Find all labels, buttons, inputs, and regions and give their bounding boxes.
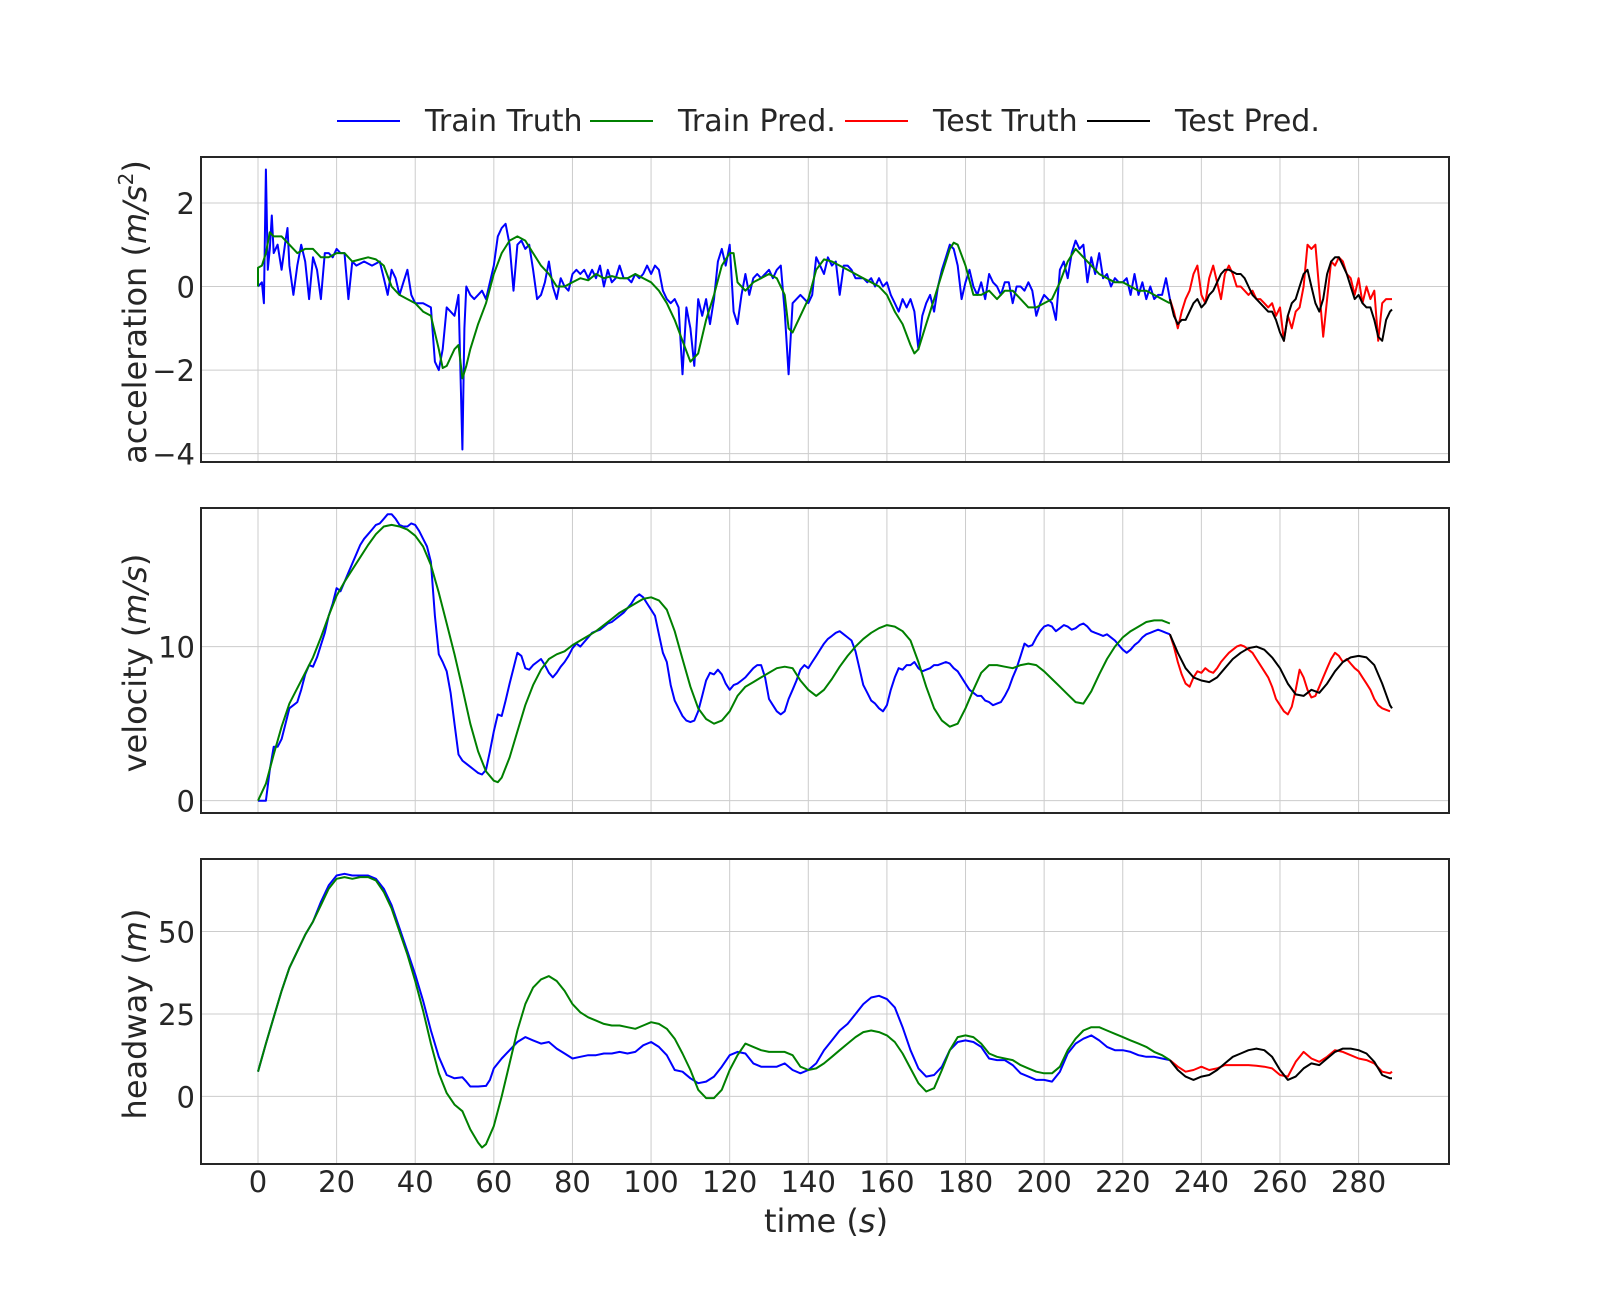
acceleration-test-pred-line	[1168, 256, 1393, 342]
x-tick-label: 80	[554, 1165, 591, 1199]
acceleration-ytick-label: 0	[177, 271, 195, 305]
headway-panel: 50 25 0	[158, 858, 1450, 1165]
legend-label-test-pred: Test Pred.	[1174, 104, 1320, 139]
acceleration-test-truth-line	[1168, 243, 1392, 342]
velocity-train-truth-line	[258, 513, 1171, 802]
x-tick-label: 260	[1252, 1165, 1307, 1199]
x-axis: 0 20 40 60 80 100 120 140 160 180 200 220 240 260 280	[249, 1165, 1387, 1199]
velocity-ytick-label: 10	[158, 631, 195, 665]
velocity-ylabel: velocity (m/s)	[116, 554, 154, 773]
acceleration-frame	[200, 156, 1450, 463]
headway-ytick-label: 0	[177, 1080, 195, 1114]
x-tick-label: 120	[702, 1165, 757, 1199]
velocity-plot-area	[201, 508, 1449, 813]
headway-ytick-label: 50	[158, 916, 195, 950]
acceleration-ytick-label: −2	[152, 354, 195, 388]
acceleration-ylabel: acceleration (m/s2)	[114, 160, 154, 464]
x-axis-label: time (s)	[764, 1202, 888, 1240]
velocity-ytick-label: 0	[177, 785, 195, 819]
velocity-test-truth-line	[1168, 633, 1391, 716]
x-tick-label: 60	[475, 1165, 512, 1199]
acceleration-ytick-label: −4	[152, 438, 195, 472]
acceleration-plot-area	[201, 157, 1449, 462]
legend-label-train-pred: Train Pred.	[677, 104, 836, 139]
x-tick-label: 220	[1095, 1165, 1150, 1199]
headway-train-truth-line	[257, 872, 1171, 1088]
x-tick-label: 180	[938, 1165, 993, 1199]
legend-label-train-truth: Train Truth	[424, 104, 583, 139]
x-tick-label: 20	[318, 1165, 355, 1199]
acceleration-train-pred-line	[257, 231, 1171, 380]
velocity-test-pred-line	[1168, 633, 1393, 709]
headway-ylabel: headway (m)	[116, 909, 154, 1120]
x-tick-label: 160	[859, 1165, 914, 1199]
headway-plot-area	[201, 859, 1449, 1164]
velocity-train-pred-line	[257, 523, 1171, 802]
x-tick-label: 40	[397, 1165, 434, 1199]
acceleration-ytick-label: 2	[177, 187, 195, 221]
headway-ytick-label: 25	[158, 998, 195, 1032]
headway-train-pred-line	[257, 876, 1171, 1149]
headway-frame	[200, 858, 1450, 1165]
x-tick-label: 240	[1174, 1165, 1229, 1199]
x-tick-label: 200	[1016, 1165, 1071, 1199]
x-tick-label: 0	[249, 1165, 267, 1199]
x-tick-label: 140	[781, 1165, 836, 1199]
velocity-panel: 10 0	[158, 507, 1450, 819]
acceleration-panel: 2 0 −2 −4	[152, 156, 1450, 472]
headway-test-pred-line	[1169, 1047, 1392, 1081]
legend: Train Truth Train Pred. Test Truth Test …	[337, 104, 1320, 139]
x-tick-label: 280	[1331, 1165, 1386, 1199]
x-tick-label: 100	[623, 1165, 678, 1199]
acceleration-train-truth-line	[257, 168, 1171, 451]
velocity-frame	[200, 507, 1450, 814]
legend-label-test-truth: Test Truth	[932, 104, 1078, 139]
